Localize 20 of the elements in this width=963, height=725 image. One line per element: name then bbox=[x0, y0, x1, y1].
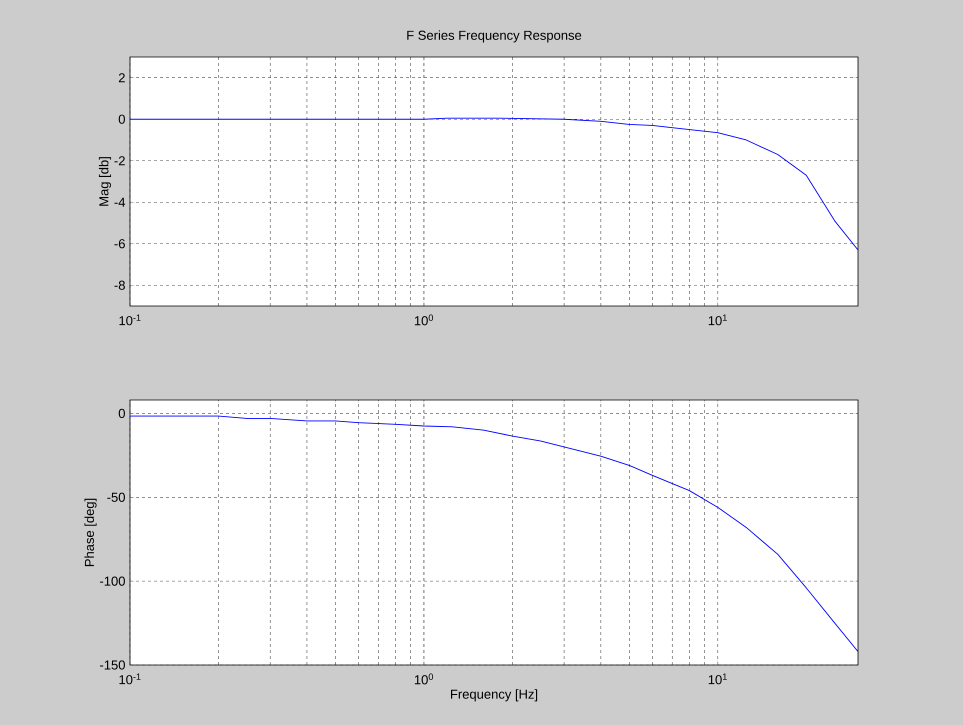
y-tick-label: -100 bbox=[100, 576, 125, 586]
x-tick-label: 10$^{0}$ bbox=[414, 314, 434, 326]
y-tick-label: -50 bbox=[107, 492, 125, 502]
y-tick-label: -6 bbox=[114, 239, 125, 248]
y-tick-label: -2 bbox=[114, 156, 125, 166]
y-axis-title: Mag [db] bbox=[98, 157, 112, 206]
y-tick-label: -4 bbox=[114, 198, 126, 207]
y-tick-label: 0 bbox=[118, 114, 125, 124]
y-tick-label: 2 bbox=[118, 73, 125, 82]
x-tick-label: 10$^{-1}$ bbox=[119, 674, 141, 684]
y-tick-label: -150 bbox=[100, 660, 125, 670]
y-axis-title: Phase [deg] bbox=[84, 498, 97, 566]
y-tick-label: 0 bbox=[118, 408, 125, 418]
chart-title: F Series Frequency Response bbox=[407, 30, 582, 42]
x-tick-label: 10$^{0}$ bbox=[414, 674, 434, 684]
x-axis-title: Frequency [Hz] bbox=[450, 689, 538, 702]
x-tick-label: 10$^{1}$ bbox=[708, 674, 727, 684]
x-tick-label: 10$^{-1}$ bbox=[119, 314, 141, 326]
x-tick-label: 10$^{1}$ bbox=[708, 314, 727, 326]
y-tick-label: -8 bbox=[114, 280, 125, 290]
